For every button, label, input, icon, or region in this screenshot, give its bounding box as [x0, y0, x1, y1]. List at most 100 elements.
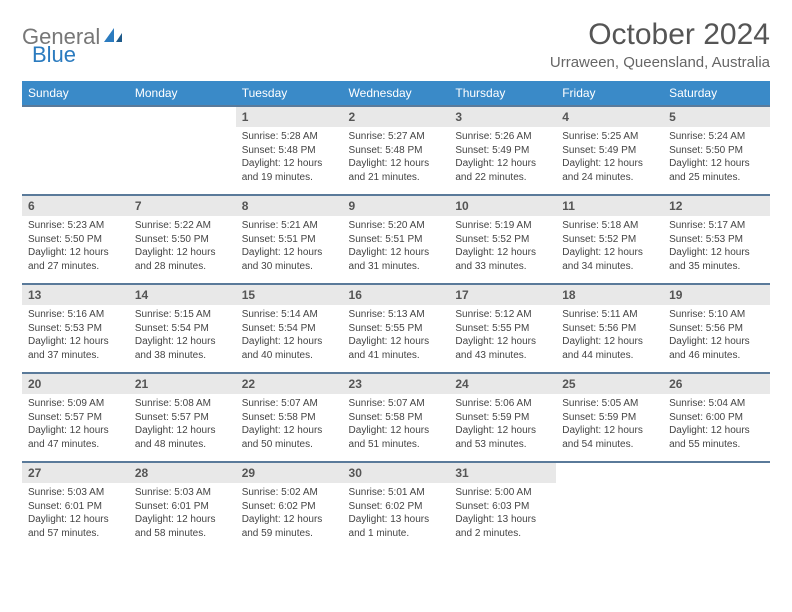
weekday-header: Thursday: [449, 81, 556, 106]
sunrise-line: Sunrise: 5:18 AM: [562, 219, 657, 233]
sunrise-line: Sunrise: 5:25 AM: [562, 130, 657, 144]
sunrise-line: Sunrise: 5:14 AM: [242, 308, 337, 322]
day-cell: Sunrise: 5:17 AMSunset: 5:53 PMDaylight:…: [663, 216, 770, 284]
day-data-row: Sunrise: 5:03 AM Sunset: 6:01 PM Daylight:…: [22, 483, 770, 551]
sunrise-line: Sunrise: 5:03 AM: [28, 486, 123, 500]
day-cell: Sunrise: 5:01 AMSunset: 6:02 PMDaylight:…: [343, 483, 450, 551]
day-cell: Sunrise: 5:11 AMSunset: 5:56 PMDaylight:…: [556, 305, 663, 373]
sunrise-line: Sunrise: 5:15 AM: [135, 308, 230, 322]
daylight-line: Daylight: 12 hours and 21 minutes.: [349, 157, 444, 184]
calendar-body: 12345Sunrise: 5:28 AMSunset: 5:48 PMDayl…: [22, 106, 770, 551]
sunset-line: Sunset: 5:50 PM: [135, 233, 230, 247]
day-number: 6: [22, 195, 129, 216]
header: General October 2024 Urraween, Queenslan…: [22, 18, 770, 71]
daylight-line: Daylight: 12 hours and 48 minutes.: [135, 424, 230, 451]
daylight-line: Daylight: 12 hours and 37 minutes.: [28, 335, 123, 362]
day-number: 14: [129, 284, 236, 305]
daylight-line: Daylight: 12 hours and 41 minutes.: [349, 335, 444, 362]
sunrise-line: Sunrise: 5:21 AM: [242, 219, 337, 233]
sunrise-line: Sunrise: 5:08 AM: [135, 397, 230, 411]
day-number: 12: [663, 195, 770, 216]
day-number: 23: [343, 373, 450, 394]
sunset-line: Sunset: 5:55 PM: [455, 322, 550, 336]
day-number: 13: [22, 284, 129, 305]
daylight-line: Daylight: 12 hours and 24 minutes.: [562, 157, 657, 184]
day-number: 1: [236, 106, 343, 127]
sunrise-line: Sunrise: 5:20 AM: [349, 219, 444, 233]
day-cell: Sunrise: 5:02 AMSunset: 6:02 PMDaylight:…: [236, 483, 343, 551]
empty-cell: [129, 106, 236, 127]
day-number: 9: [343, 195, 450, 216]
daylight-line: Daylight: 12 hours and 51 minutes.: [349, 424, 444, 451]
day-cell: Sunrise: 5:24 AMSunset: 5:50 PMDaylight:…: [663, 127, 770, 195]
day-number: 10: [449, 195, 556, 216]
sunrise-line: Sunrise: 5:10 AM: [669, 308, 764, 322]
sunset-line: Sunset: 5:53 PM: [669, 233, 764, 247]
day-number: 18: [556, 284, 663, 305]
day-number-row: 12345: [22, 106, 770, 127]
sunset-line: Sunset: 5:56 PM: [669, 322, 764, 336]
sunset-line: Sunset: 5:59 PM: [455, 411, 550, 425]
day-number: 16: [343, 284, 450, 305]
day-cell: Sunrise: 5:23 AMSunset: 5:50 PMDaylight:…: [22, 216, 129, 284]
sunrise-line: Sunrise: 5:27 AM: [349, 130, 444, 144]
weekday-header: Monday: [129, 81, 236, 106]
sunset-line: Sunset: 6:02 PM: [242, 500, 337, 514]
sunset-line: Sunset: 5:57 PM: [135, 411, 230, 425]
weekday-header: Friday: [556, 81, 663, 106]
empty-cell: [663, 483, 770, 551]
sunset-line: Sunset: 5:58 PM: [242, 411, 337, 425]
sunset-line: Sunset: 6:03 PM: [455, 500, 550, 514]
sunrise-line: Sunrise: 5:28 AM: [242, 130, 337, 144]
empty-cell: [556, 462, 663, 483]
daylight-line: Daylight: 12 hours and 30 minutes.: [242, 246, 337, 273]
sunset-line: Sunset: 5:52 PM: [562, 233, 657, 247]
day-cell: Sunrise: 5:13 AMSunset: 5:55 PMDaylight:…: [343, 305, 450, 373]
day-number: 3: [449, 106, 556, 127]
day-number: 26: [663, 373, 770, 394]
day-cell: Sunrise: 5:08 AMSunset: 5:57 PMDaylight:…: [129, 394, 236, 462]
day-number: 29: [236, 462, 343, 483]
sunrise-line: Sunrise: 5:05 AM: [562, 397, 657, 411]
day-cell: Sunrise: 5:15 AMSunset: 5:54 PMDaylight:…: [129, 305, 236, 373]
sunset-line: Sunset: 5:56 PM: [562, 322, 657, 336]
sunrise-line: Sunrise: 5:06 AM: [455, 397, 550, 411]
day-number: 15: [236, 284, 343, 305]
location-text: Urraween, Queensland, Australia: [550, 54, 770, 71]
weekday-header: Saturday: [663, 81, 770, 106]
sunrise-line: Sunrise: 5:11 AM: [562, 308, 657, 322]
day-cell: Sunrise: 5:18 AMSunset: 5:52 PMDaylight:…: [556, 216, 663, 284]
sunset-line: Sunset: 6:01 PM: [135, 500, 230, 514]
day-cell: Sunrise: 5:27 AMSunset: 5:48 PMDaylight:…: [343, 127, 450, 195]
daylight-line: Daylight: 12 hours and 59 minutes.: [242, 513, 337, 540]
day-cell: Sunrise: 5:16 AMSunset: 5:53 PMDaylight:…: [22, 305, 129, 373]
empty-cell: [556, 483, 663, 551]
sunset-line: Sunset: 5:54 PM: [242, 322, 337, 336]
daylight-line: Daylight: 12 hours and 55 minutes.: [669, 424, 764, 451]
day-cell: Sunrise: 5:05 AMSunset: 5:59 PMDaylight:…: [556, 394, 663, 462]
weekday-header: Sunday: [22, 81, 129, 106]
day-number: 30: [343, 462, 450, 483]
day-number-row: 13141516171819: [22, 284, 770, 305]
daylight-line: Daylight: 12 hours and 28 minutes.: [135, 246, 230, 273]
sunset-line: Sunset: 5:48 PM: [242, 144, 337, 158]
day-cell: Sunrise: 5:09 AMSunset: 5:57 PMDaylight:…: [22, 394, 129, 462]
calendar-table: SundayMondayTuesdayWednesdayThursdayFrid…: [22, 81, 770, 551]
day-cell: Sunrise: 5:00 AMSunset: 6:03 PMDaylight:…: [449, 483, 556, 551]
day-number: 25: [556, 373, 663, 394]
day-cell: Sunrise: 5:04 AMSunset: 6:00 PMDaylight:…: [663, 394, 770, 462]
daylight-line: Daylight: 12 hours and 34 minutes.: [562, 246, 657, 273]
day-cell: Sunrise: 5:07 AMSunset: 5:58 PMDaylight:…: [343, 394, 450, 462]
sunrise-line: Sunrise: 5:17 AM: [669, 219, 764, 233]
day-number: 21: [129, 373, 236, 394]
sunrise-line: Sunrise: 5:00 AM: [455, 486, 550, 500]
sunrise-line: Sunrise: 5:19 AM: [455, 219, 550, 233]
day-cell: Sunrise: 5:03 AMSunset: 6:01 PMDaylight:…: [129, 483, 236, 551]
day-number: 8: [236, 195, 343, 216]
daylight-line: Daylight: 12 hours and 54 minutes.: [562, 424, 657, 451]
day-data-row: Sunrise: 5:28 AMSunset: 5:48 PMDaylight:…: [22, 127, 770, 195]
daylight-line: Daylight: 12 hours and 19 minutes.: [242, 157, 337, 184]
daylight-line: Daylight: 12 hours and 46 minutes.: [669, 335, 764, 362]
day-number-row: 6789101112: [22, 195, 770, 216]
day-data-row: Sunrise: 5:16 AMSunset: 5:53 PMDaylight:…: [22, 305, 770, 373]
